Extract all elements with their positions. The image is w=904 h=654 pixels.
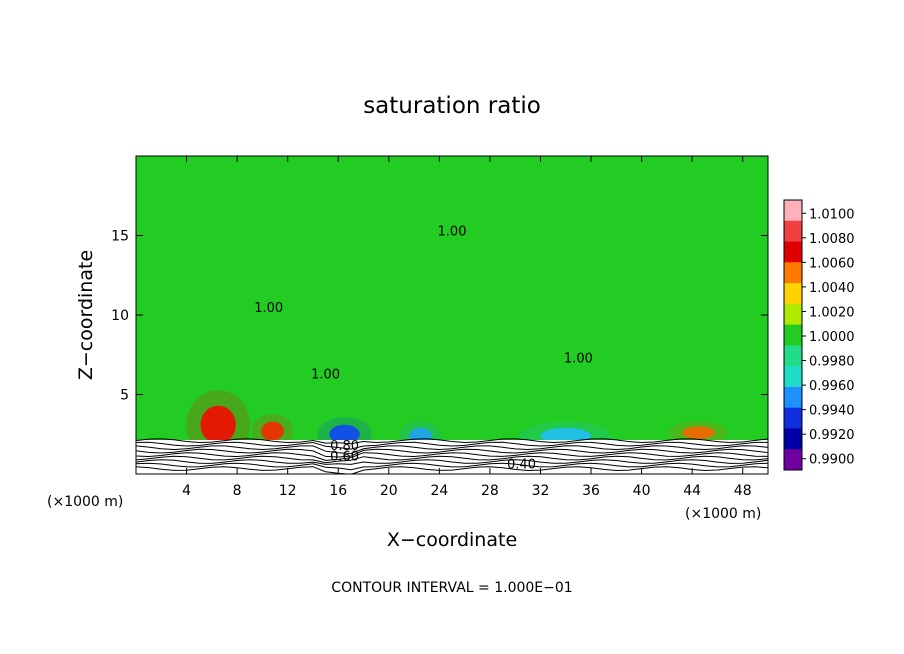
surface-contour-2 (136, 445, 768, 455)
colorbar-swatch-3 (784, 262, 802, 284)
colorbar-label-7: 0.9960 (809, 379, 855, 394)
x-tick-label-10: 44 (683, 483, 701, 499)
contour-label-4: 0.80 (330, 439, 359, 454)
hotspot-4 (409, 427, 432, 444)
surface-contour-8 (136, 466, 768, 474)
colorbar-swatch-12 (784, 449, 802, 471)
contour-label-6: 0.40 (507, 457, 536, 472)
colorbar-label-8: 0.9940 (809, 404, 855, 419)
contour-label-2: 1.00 (311, 368, 340, 383)
colorbar-label-9: 0.9920 (809, 428, 855, 443)
colorbar-swatch-9 (784, 386, 802, 409)
x-tick-label-1: 8 (233, 483, 242, 499)
y-axis-label: Z−coordinate (75, 250, 97, 380)
colorbar-swatch-8 (784, 366, 802, 388)
x-axis-label: X−coordinate (387, 529, 517, 551)
x-axis: 4 8 12 16 20 24 28 32 36 40 44 48 (182, 156, 752, 499)
colorbar-label-0: 1.0100 (809, 207, 855, 222)
colorbar-label-2: 1.0060 (809, 256, 855, 271)
hotspot-5 (540, 427, 592, 444)
field-background (136, 156, 768, 474)
x-tick-label-3: 16 (329, 483, 347, 499)
colorbar-label-4: 1.0020 (809, 305, 855, 320)
contour-label-0: 1.00 (254, 301, 283, 316)
x-tick-label-5: 24 (430, 483, 448, 499)
surface-contour-3 (136, 448, 768, 458)
x-unit-left: (×1000 m) (47, 494, 123, 510)
chart-title: saturation ratio (363, 93, 541, 119)
contour-label-1: 1.00 (438, 225, 467, 240)
y-tick-label-2: 15 (111, 229, 129, 245)
x-unit-right: (×1000 m) (685, 506, 761, 522)
surface-contour-0 (136, 438, 768, 445)
colorbar-label-3: 1.0040 (809, 281, 855, 296)
x-tick-label-8: 36 (582, 483, 600, 499)
colorbar-label-5: 1.0000 (809, 330, 855, 345)
colorbar-swatch-4 (784, 283, 802, 305)
colorbar-swatch-7 (784, 345, 802, 367)
contour-label-5: 0.60 (330, 449, 359, 464)
x-tick-label-6: 28 (481, 483, 499, 499)
colorbar-label-10: 0.9900 (809, 453, 855, 468)
contour-interval-note: CONTOUR INTERVAL = 1.000E−01 (331, 580, 572, 596)
hotspot-0 (200, 405, 236, 444)
colorbar-swatch-5 (784, 303, 802, 326)
colorbar: 1.0100 1.0080 1.0060 1.0040 1.0020 1.0000 0.99… (783, 199, 855, 471)
surface-contour-6 (136, 459, 768, 465)
colorbar-swatch-2 (784, 241, 802, 263)
x-tick-label-4: 20 (380, 483, 398, 499)
hotspot-2 (682, 426, 715, 440)
colorbar-label-6: 0.9980 (809, 355, 855, 370)
hotspot-1 (261, 421, 284, 441)
colorbar-swatch-1 (784, 220, 802, 243)
colorbar-frame (783, 199, 803, 471)
x-tick-label-7: 32 (532, 483, 550, 499)
colorbar-swatch-11 (784, 428, 802, 450)
y-axis: 5 10 15 (111, 229, 768, 404)
x-tick-label-0: 4 (182, 483, 191, 499)
surface-contour-5 (136, 455, 768, 464)
hotspot-3 (329, 424, 360, 444)
x-tick-label-2: 12 (279, 483, 297, 499)
y-tick-label-1: 10 (111, 308, 129, 324)
plot-area: 1.00 1.00 1.00 1.00 0.800.60 0.40 (136, 156, 768, 474)
y-tick-label-0: 5 (120, 388, 129, 404)
colorbar-swatch-0 (784, 200, 802, 222)
contour-layer: 1.00 1.00 1.00 1.00 0.800.60 0.40 (136, 225, 768, 474)
colorbar-swatch-6 (784, 324, 802, 346)
x-tick-label-9: 40 (633, 483, 651, 499)
surface-contour-7 (136, 462, 768, 471)
x-tick-label-11: 48 (734, 483, 752, 499)
surface-contour-4 (136, 452, 768, 461)
surface-contour-1 (136, 441, 768, 450)
colorbar-label-1: 1.0080 (809, 232, 855, 247)
contour-label-3: 1.00 (564, 352, 593, 367)
colorbar-swatch-10 (784, 407, 802, 429)
